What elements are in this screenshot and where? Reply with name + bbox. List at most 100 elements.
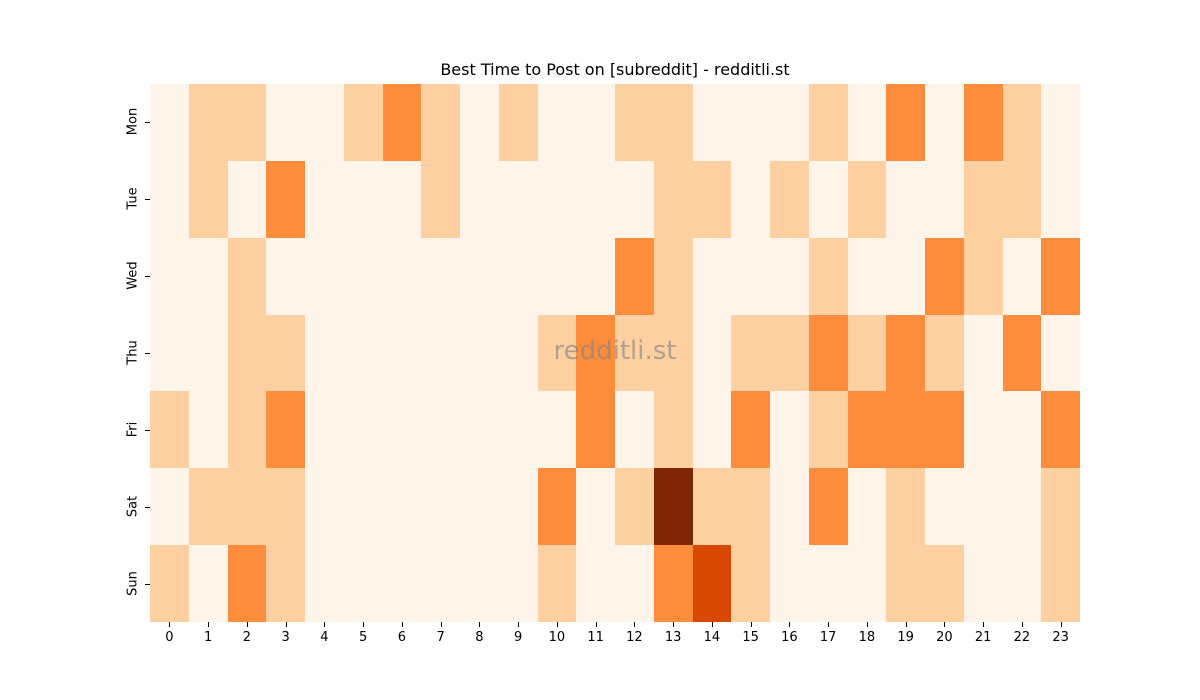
heatmap-cell	[537, 545, 577, 622]
heatmap-cell	[150, 391, 189, 469]
y-tick	[145, 122, 150, 124]
heatmap-cell	[770, 84, 809, 161]
y-tick	[145, 429, 150, 431]
heatmap-cell	[770, 545, 809, 622]
heatmap-cell	[537, 237, 577, 315]
x-tick-label: 21	[974, 630, 992, 645]
heatmap-cell	[770, 314, 809, 392]
heatmap-cell	[305, 545, 344, 622]
heatmap-cell	[1041, 160, 1080, 238]
heatmap-cell	[150, 237, 189, 315]
x-tick-label: 2	[242, 630, 252, 645]
heatmap-cell	[460, 391, 499, 469]
x-tick-label: 9	[513, 630, 523, 645]
heatmap-cell	[576, 391, 615, 469]
x-tick	[828, 622, 830, 627]
heatmap-cell	[615, 391, 654, 469]
heatmap-cell	[692, 391, 732, 469]
heatmap-cell	[963, 391, 1003, 469]
heatmap-cell	[188, 237, 228, 315]
heatmap-cell	[808, 237, 848, 315]
heatmap-cell	[343, 84, 383, 161]
heatmap-cell	[808, 468, 848, 546]
heatmap-cell	[382, 314, 422, 392]
heatmap-cell	[770, 468, 809, 546]
x-tick-label: 10	[548, 630, 566, 645]
heatmap-cell	[847, 314, 887, 392]
x-tick-label: 19	[897, 630, 914, 645]
x-tick	[208, 622, 210, 627]
x-tick	[440, 622, 442, 627]
heatmap-cell	[150, 468, 189, 546]
heatmap-cell	[421, 84, 460, 161]
heatmap-cell	[847, 160, 887, 238]
heatmap-cell	[1002, 314, 1042, 392]
heatmap-cell	[1002, 545, 1042, 622]
heatmap-cell	[925, 160, 964, 238]
heatmap-cell	[1041, 545, 1080, 622]
heatmap-cell	[498, 314, 538, 392]
heatmap-cell	[498, 545, 538, 622]
heatmap-cell	[731, 237, 770, 315]
heatmap-cell	[615, 84, 654, 161]
heatmap-cell	[692, 468, 732, 546]
x-tick	[1021, 622, 1023, 627]
heatmap-cell	[925, 391, 964, 469]
heatmap-cell	[963, 237, 1003, 315]
heatmap-cell	[963, 160, 1003, 238]
x-tick-label: 11	[587, 630, 604, 645]
heatmap-cell	[150, 545, 189, 622]
heatmap-cell	[653, 314, 693, 392]
y-tick	[145, 353, 150, 354]
heatmap-cell	[305, 237, 344, 315]
heatmap-cell	[266, 468, 305, 546]
heatmap-cell	[421, 314, 460, 392]
heatmap-cell	[731, 160, 770, 238]
heatmap-cell	[343, 545, 383, 622]
x-tick-label: 20	[936, 630, 953, 645]
y-tick-label: Tue	[125, 187, 141, 210]
heatmap-cell	[188, 391, 228, 469]
heatmap-cell	[963, 468, 1003, 546]
heatmap-cell	[808, 545, 848, 622]
x-tick-label: 12	[626, 630, 643, 645]
heatmap-cell	[925, 545, 964, 622]
heatmap-cell	[227, 84, 267, 161]
x-tick-label: 18	[858, 630, 876, 645]
heatmap-cell	[305, 314, 344, 392]
heatmap-cell	[963, 314, 1003, 392]
heatmap-cell	[382, 160, 422, 238]
x-tick-label: 17	[819, 630, 837, 645]
heatmap-cell	[886, 84, 925, 161]
heatmap-cell	[1002, 391, 1042, 469]
heatmap-cell	[343, 237, 383, 315]
heatmap-cell	[692, 545, 732, 622]
heatmap-cell	[266, 160, 305, 238]
heatmap-cell	[537, 391, 577, 469]
heatmap-cell	[460, 237, 499, 315]
heatmap-cell	[227, 237, 267, 315]
heatmap-cell	[925, 84, 964, 161]
heatmap-cell	[963, 545, 1003, 622]
x-tick	[711, 622, 713, 627]
heatmap-cell	[498, 84, 538, 161]
heatmap-cell	[421, 468, 460, 546]
heatmap-cell	[731, 468, 770, 546]
heatmap-cell	[188, 468, 228, 546]
heatmap-cell	[227, 391, 267, 469]
y-tick-label: Sat	[125, 495, 141, 517]
heatmap-cell	[305, 84, 344, 161]
y-tick-label: Fri	[125, 421, 141, 438]
heatmap-cell	[1002, 237, 1042, 315]
heatmap-cell	[808, 160, 848, 238]
heatmap-cell	[460, 314, 499, 392]
x-tick	[673, 622, 675, 627]
y-tick	[145, 506, 150, 508]
heatmap-cell	[382, 468, 422, 546]
heatmap-cell	[150, 160, 189, 238]
x-tick	[634, 622, 636, 627]
heatmap-cell	[770, 391, 809, 469]
watermark: redditli.st	[553, 336, 677, 366]
heatmap-cell	[266, 237, 305, 315]
heatmap-cell	[1002, 160, 1042, 238]
